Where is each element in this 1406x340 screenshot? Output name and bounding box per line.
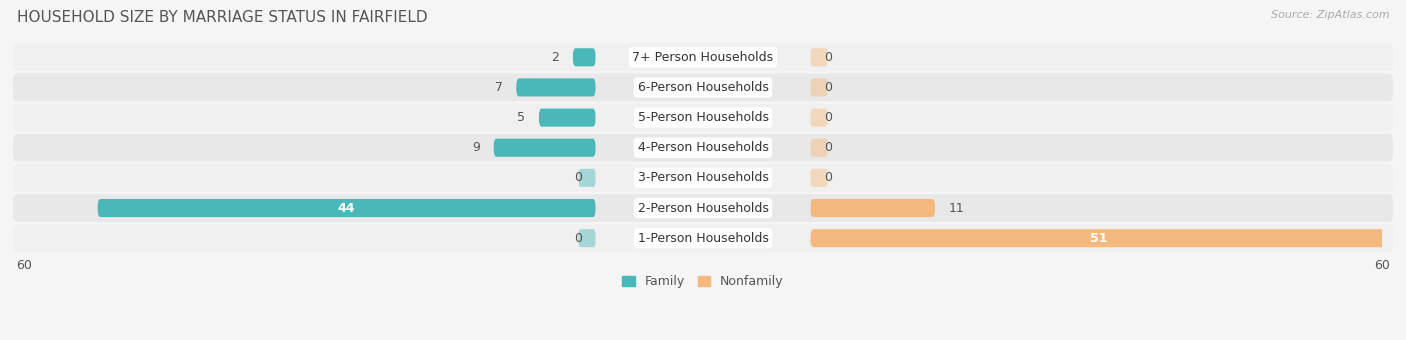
Text: 5-Person Households: 5-Person Households: [637, 111, 769, 124]
Text: HOUSEHOLD SIZE BY MARRIAGE STATUS IN FAIRFIELD: HOUSEHOLD SIZE BY MARRIAGE STATUS IN FAI…: [17, 10, 427, 25]
Text: 9: 9: [472, 141, 479, 154]
FancyBboxPatch shape: [516, 79, 596, 97]
FancyBboxPatch shape: [13, 44, 1393, 71]
FancyBboxPatch shape: [578, 169, 596, 187]
FancyBboxPatch shape: [578, 229, 596, 247]
FancyBboxPatch shape: [810, 108, 828, 126]
Text: 2-Person Households: 2-Person Households: [637, 202, 769, 215]
FancyBboxPatch shape: [810, 48, 828, 66]
Text: 0: 0: [574, 171, 582, 184]
Text: 6-Person Households: 6-Person Households: [637, 81, 769, 94]
FancyBboxPatch shape: [13, 224, 1393, 252]
FancyBboxPatch shape: [810, 169, 828, 187]
Text: 0: 0: [824, 81, 832, 94]
FancyBboxPatch shape: [572, 48, 596, 66]
FancyBboxPatch shape: [810, 199, 935, 217]
FancyBboxPatch shape: [810, 139, 828, 157]
Text: 0: 0: [824, 111, 832, 124]
FancyBboxPatch shape: [810, 229, 1388, 247]
Text: 3-Person Households: 3-Person Households: [637, 171, 769, 184]
Legend: Family, Nonfamily: Family, Nonfamily: [617, 270, 789, 293]
Text: 7+ Person Households: 7+ Person Households: [633, 51, 773, 64]
Text: 5: 5: [517, 111, 526, 124]
Text: Source: ZipAtlas.com: Source: ZipAtlas.com: [1271, 10, 1389, 20]
Text: 4-Person Households: 4-Person Households: [637, 141, 769, 154]
FancyBboxPatch shape: [810, 79, 828, 97]
Text: 0: 0: [824, 171, 832, 184]
Text: 2: 2: [551, 51, 560, 64]
Text: 51: 51: [1090, 232, 1108, 245]
FancyBboxPatch shape: [494, 139, 596, 157]
FancyBboxPatch shape: [97, 199, 596, 217]
Text: 44: 44: [337, 202, 356, 215]
Text: 11: 11: [949, 202, 965, 215]
FancyBboxPatch shape: [538, 108, 596, 126]
FancyBboxPatch shape: [13, 134, 1393, 162]
FancyBboxPatch shape: [13, 164, 1393, 192]
FancyBboxPatch shape: [13, 73, 1393, 101]
Text: 0: 0: [824, 51, 832, 64]
FancyBboxPatch shape: [13, 104, 1393, 132]
Text: 0: 0: [574, 232, 582, 245]
FancyBboxPatch shape: [13, 194, 1393, 222]
Text: 1-Person Households: 1-Person Households: [637, 232, 769, 245]
Text: 0: 0: [824, 141, 832, 154]
Text: 7: 7: [495, 81, 503, 94]
